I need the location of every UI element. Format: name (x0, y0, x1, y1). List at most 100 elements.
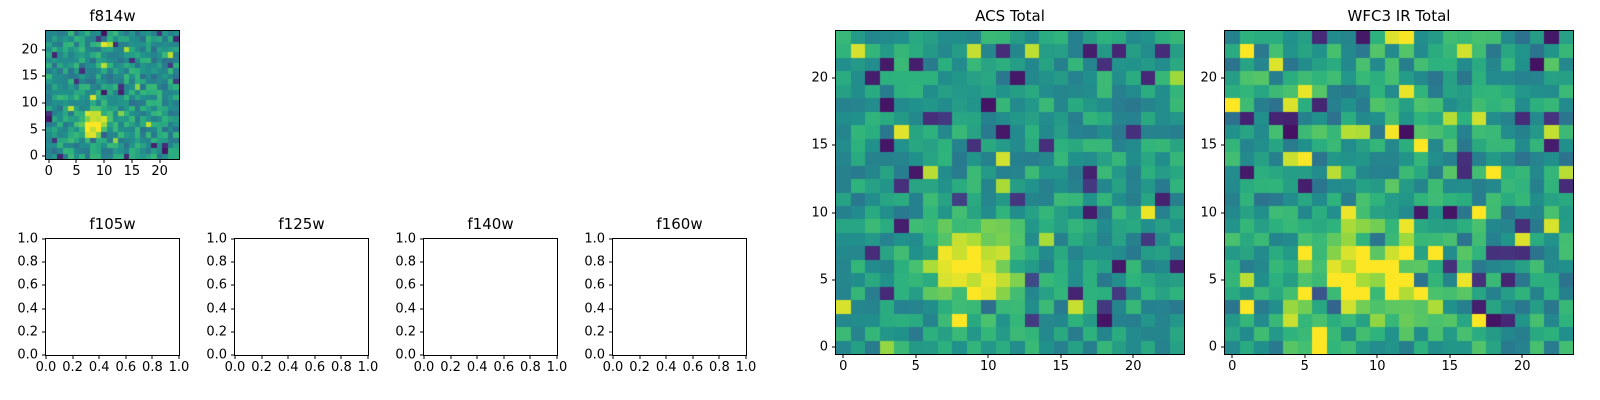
x-tick-mark (103, 159, 105, 163)
x-tick-mark (1449, 354, 1451, 358)
x-tick-label: 0.6 (304, 360, 326, 375)
x-tick-mark (556, 355, 558, 359)
x-tick-mark (261, 355, 263, 359)
y-tick-mark (832, 144, 836, 146)
x-tick-label: 0.2 (251, 360, 272, 375)
x-tick-label: 0.0 (413, 360, 435, 375)
x-tick-mark (151, 355, 153, 359)
x-tick-label: 0.4 (655, 360, 677, 375)
y-tick-mark (609, 331, 613, 333)
x-tick-mark (159, 159, 161, 163)
x-tick-label: 0.4 (466, 360, 488, 375)
y-tick-label: 10 (1200, 205, 1217, 221)
plot-title-wfc3-ir-total: WFC3 IR Total (1347, 6, 1451, 25)
x-tick-mark (287, 355, 289, 359)
x-tick-label: 0.2 (440, 360, 461, 375)
y-tick-label: 0.8 (395, 254, 416, 270)
x-tick-mark (665, 355, 667, 359)
x-tick-mark (75, 159, 77, 163)
x-tick-mark (98, 355, 100, 359)
y-tick-label: 15 (21, 68, 38, 84)
y-tick-label: 0.0 (17, 347, 38, 363)
x-tick-mark (367, 355, 369, 359)
plot-title-f160w: f160w (656, 214, 703, 233)
y-tick-mark (42, 238, 46, 240)
y-tick-label: 0.4 (395, 301, 416, 317)
y-tick-label: 0.0 (584, 347, 605, 363)
y-tick-label: 0.8 (206, 254, 227, 270)
x-tick-label: 10 (95, 164, 113, 179)
y-tick-mark (609, 354, 613, 356)
x-tick-mark (1376, 354, 1378, 358)
y-tick-mark (420, 261, 424, 263)
plot-title-f140w: f140w (467, 214, 514, 233)
y-tick-mark (420, 238, 424, 240)
y-tick-mark (420, 284, 424, 286)
y-tick-mark (42, 354, 46, 356)
y-tick-label: 1.0 (584, 231, 605, 247)
x-tick-mark (131, 159, 133, 163)
x-tick-label: 1.0 (546, 360, 568, 375)
axes-f814w: 0 5 10 15 20 0 5 10 15 20 (21, 30, 180, 178)
x-tick-mark (612, 355, 614, 359)
x-tick-label: 0.0 (602, 360, 624, 375)
y-tick-mark (832, 212, 836, 214)
y-tick-mark (609, 308, 613, 310)
y-tick-label: 20 (811, 70, 828, 86)
y-tick-label: 20 (1200, 70, 1217, 86)
y-tick-mark (42, 49, 46, 51)
y-tick-label: 15 (811, 137, 828, 153)
x-tick-mark (72, 355, 74, 359)
x-tick-label: 0.2 (629, 360, 650, 375)
y-tick-mark (832, 346, 836, 348)
y-tick-label: 5 (29, 122, 38, 138)
x-tick-label: 0.6 (115, 360, 137, 375)
plot-title-f105w: f105w (89, 214, 136, 233)
y-tick-label: 0.2 (206, 324, 227, 340)
y-tick-label: 0.6 (584, 277, 605, 293)
f814w-heatmap-image (46, 31, 179, 159)
y-tick-label: 0.2 (395, 324, 416, 340)
x-tick-label: 0.6 (682, 360, 704, 375)
x-tick-mark (1304, 354, 1306, 358)
y-tick-mark (1221, 144, 1225, 146)
y-tick-label: 15 (1200, 137, 1217, 153)
y-tick-mark (231, 354, 235, 356)
y-tick-label: 0.8 (17, 254, 38, 270)
y-tick-mark (609, 284, 613, 286)
x-tick-label: 10 (979, 359, 997, 374)
subplot-f160w: f160w 0.0 0.2 0.4 0.6 0.8 1.0 0.0 0.2 0.4 0.6 0.8 1… (584, 215, 756, 374)
subplot-f105w: f105w 0.0 0.2 0.4 0.6 0.8 1.0 0.0 0.2 0.4 0.6 0.8 1… (17, 215, 189, 374)
x-tick-mark (639, 355, 641, 359)
x-tick-label: 10 (1368, 359, 1386, 374)
y-tick-label: 0 (1208, 339, 1217, 355)
y-tick-label: 0.4 (584, 301, 605, 317)
subplot-f125w: f125w 0.0 0.2 0.4 0.6 0.8 1.0 0.0 0.2 0.4 0.6 0.8 1… (206, 215, 378, 374)
x-tick-label: 0.0 (35, 360, 57, 375)
x-tick-mark (1060, 354, 1062, 358)
x-tick-mark (987, 354, 989, 358)
y-tick-label: 5 (1208, 272, 1217, 288)
y-tick-mark (1221, 346, 1225, 348)
x-tick-label: 0.8 (142, 360, 163, 375)
x-tick-mark (125, 355, 127, 359)
x-tick-label: 0 (839, 359, 848, 374)
x-tick-label: 20 (1513, 359, 1531, 374)
x-tick-label: 0 (1228, 359, 1237, 374)
x-tick-label: 0.6 (493, 360, 515, 375)
axes-wfc3-ir-total: 0 5 10 15 20 0 5 10 15 20 (1200, 30, 1574, 373)
x-tick-label: 5 (1300, 359, 1309, 374)
y-tick-label: 20 (21, 42, 38, 58)
y-tick-mark (231, 284, 235, 286)
y-tick-label: 0.0 (206, 347, 227, 363)
x-tick-mark (340, 355, 342, 359)
x-tick-label: 0.8 (331, 360, 352, 375)
x-tick-mark (48, 159, 50, 163)
y-tick-mark (42, 308, 46, 310)
x-tick-mark (745, 355, 747, 359)
y-tick-mark (231, 261, 235, 263)
x-tick-label: 1.0 (735, 360, 757, 375)
x-tick-mark (45, 355, 47, 359)
x-tick-label: 0 (44, 164, 53, 179)
